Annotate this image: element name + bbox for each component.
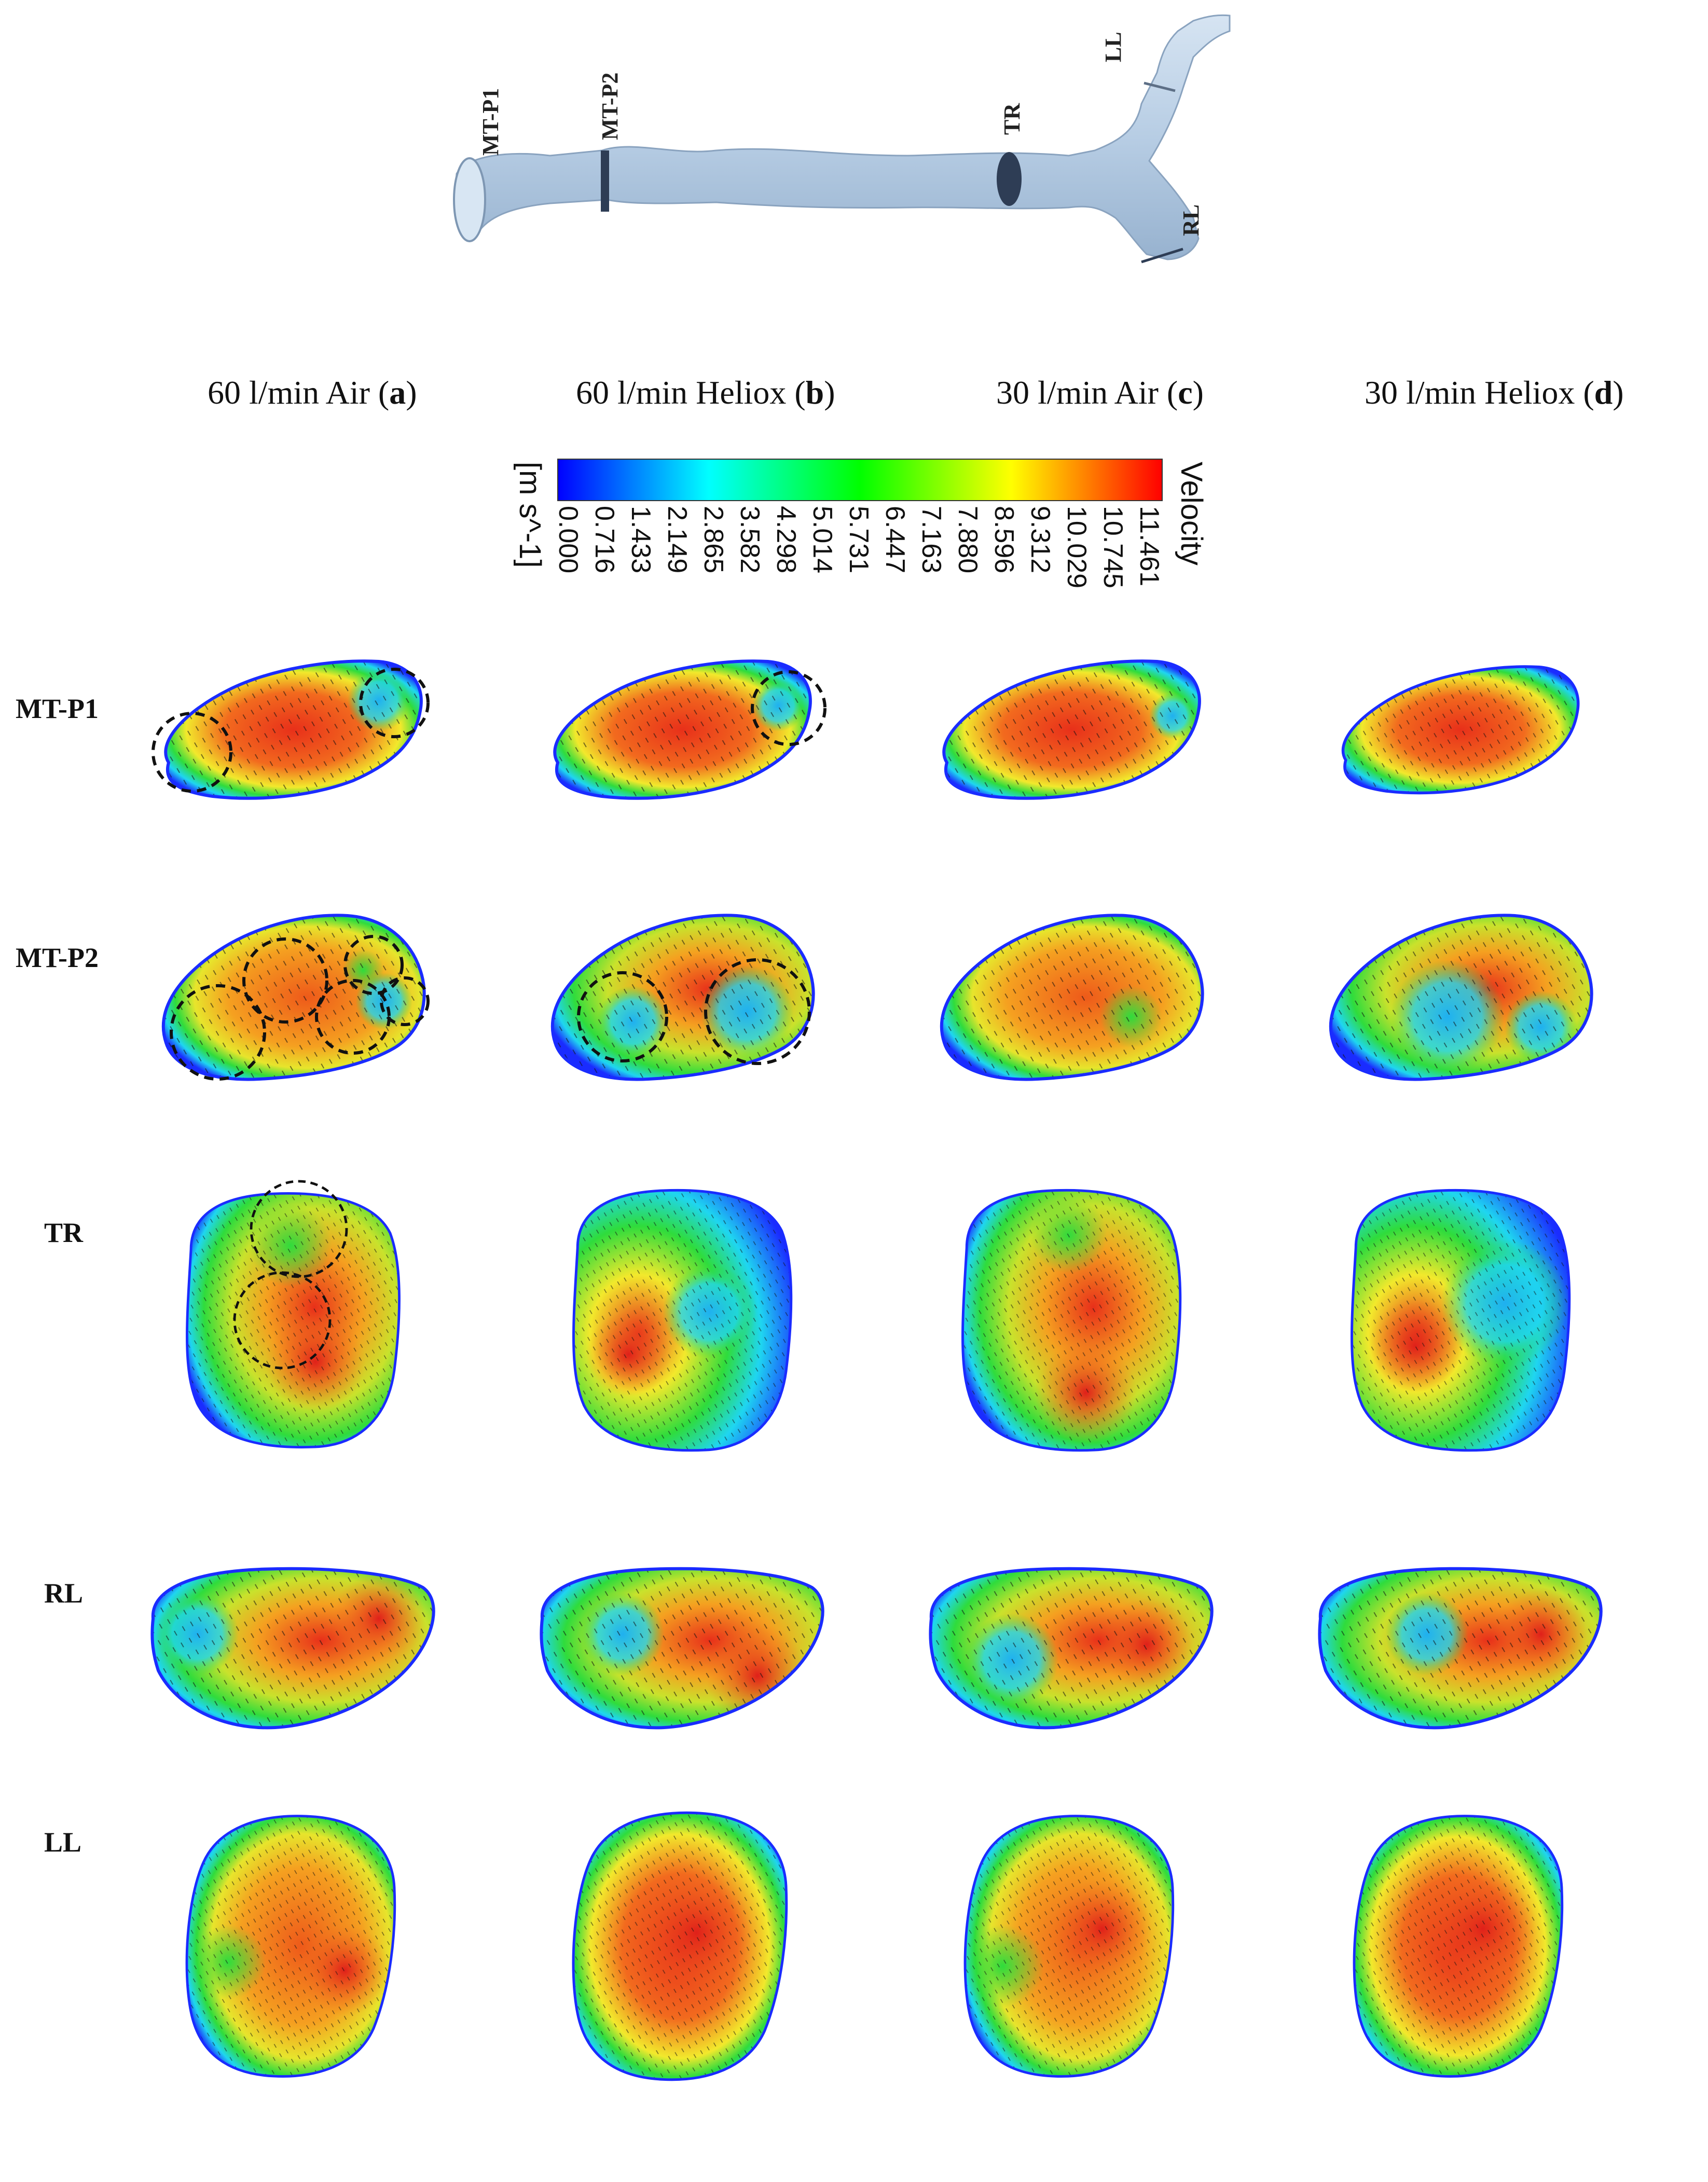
section-outline xyxy=(572,1811,788,2081)
row-label-ll: LL xyxy=(44,1827,82,1858)
contour-panel-rl-a xyxy=(150,1567,435,1730)
section-outline xyxy=(961,1189,1182,1452)
velocity-vectors xyxy=(944,661,1200,798)
vortex-circle xyxy=(359,668,430,738)
section-outline xyxy=(150,1567,435,1730)
vortex-circle xyxy=(380,976,430,1026)
velocity-vectors xyxy=(163,915,424,1080)
column-header-b: 60 l/min Heliox (b) xyxy=(576,374,835,411)
contour-panel-ll-a xyxy=(185,1815,396,2078)
section-outline xyxy=(963,1815,1175,2078)
velocity-vectors xyxy=(930,1568,1212,1728)
column-header-c: 30 l/min Air (c) xyxy=(996,374,1204,411)
row-label-mt-p2: MT-P2 xyxy=(16,942,99,973)
section-outline xyxy=(940,914,1204,1081)
plane-mt-p2-marker xyxy=(601,150,609,212)
contour-panel-tr-c xyxy=(961,1189,1182,1452)
section-outline xyxy=(929,1567,1214,1730)
velocity-vectors xyxy=(573,1813,787,2080)
contour-panel-ll-d xyxy=(1353,1815,1564,2078)
vortex-circle xyxy=(233,1271,332,1370)
velocity-vectors xyxy=(555,661,810,798)
velocity-vectors xyxy=(552,915,814,1080)
velocity-vectors xyxy=(186,1816,395,2077)
contour-panel-mt-p2-a xyxy=(161,914,430,1081)
contour-panel-rl-d xyxy=(1318,1567,1603,1730)
contour-panel-tr-b xyxy=(572,1189,793,1452)
section-outline xyxy=(550,914,815,1081)
section-outline xyxy=(1318,1567,1603,1730)
column-header-a: 60 l/min Air (a) xyxy=(208,374,417,411)
contour-panel-mt-p1-d xyxy=(1341,665,1580,795)
contour-panel-mt-p1-a xyxy=(151,659,430,800)
section-outline xyxy=(164,659,423,800)
section-outline xyxy=(540,1567,824,1730)
velocity-vectors xyxy=(166,661,421,798)
section-outline xyxy=(1341,665,1580,795)
section-outline xyxy=(161,914,426,1081)
vortex-circle xyxy=(751,670,827,746)
velocity-vectors xyxy=(941,915,1203,1080)
velocity-vectors xyxy=(1330,915,1592,1080)
section-outline xyxy=(185,1815,396,2078)
row-label-rl: RL xyxy=(44,1578,84,1609)
section-outline xyxy=(1329,914,1593,1081)
contour-panel-rl-b xyxy=(540,1567,824,1730)
trachea-body xyxy=(455,14,1231,260)
velocity-vectors xyxy=(962,1190,1180,1451)
velocity-vectors xyxy=(1319,1568,1601,1728)
velocity-vectors xyxy=(1343,667,1578,793)
velocity-vectors xyxy=(965,1816,1173,2077)
plane-rl-marker xyxy=(1141,247,1183,264)
contour-panel-mt-p1-c xyxy=(942,659,1201,800)
contour-panel-ll-b xyxy=(572,1811,788,2081)
plane-tr-marker xyxy=(997,152,1022,206)
contour-panel-mt-p2-c xyxy=(940,914,1204,1081)
velocity-vectors xyxy=(187,1193,400,1447)
section-outline xyxy=(1351,1189,1571,1452)
colorbar-gradient xyxy=(557,459,1163,501)
section-outline xyxy=(1353,1815,1564,2078)
vortex-circle xyxy=(170,984,266,1081)
section-outline xyxy=(186,1192,401,1448)
contour-panel-ll-c xyxy=(963,1815,1175,2078)
contour-panel-tr-a xyxy=(186,1180,401,1448)
section-outline xyxy=(942,659,1201,800)
contour-panel-rl-c xyxy=(929,1567,1214,1730)
velocity-vectors xyxy=(541,1568,823,1728)
airway-geometry xyxy=(453,14,1231,264)
row-label-tr: TR xyxy=(44,1217,84,1248)
velocity-vectors xyxy=(1354,1816,1562,2077)
contour-panel-mt-p2-d xyxy=(1329,914,1593,1081)
vortex-circle xyxy=(151,712,232,793)
velocity-vectors xyxy=(573,1190,791,1451)
row-label-mt-p1: MT-P1 xyxy=(16,693,99,724)
plane-ll-marker xyxy=(1144,81,1176,92)
contour-panel-mt-p2-b xyxy=(550,914,815,1081)
section-outline xyxy=(553,659,812,800)
colorbar-svg xyxy=(557,459,1163,501)
column-header-d: 30 l/min Heliox (d) xyxy=(1365,374,1624,411)
contour-panel-tr-d xyxy=(1351,1189,1571,1452)
velocity-vectors xyxy=(1352,1190,1569,1451)
section-outline xyxy=(572,1189,793,1452)
mouth-inlet xyxy=(453,157,486,242)
contour-panel-mt-p1-b xyxy=(553,659,827,800)
vortex-circle xyxy=(242,937,328,1024)
velocity-vectors xyxy=(152,1568,434,1728)
vortex-circle xyxy=(704,958,811,1065)
vortex-circle xyxy=(343,935,404,995)
vortex-circle xyxy=(577,971,668,1062)
